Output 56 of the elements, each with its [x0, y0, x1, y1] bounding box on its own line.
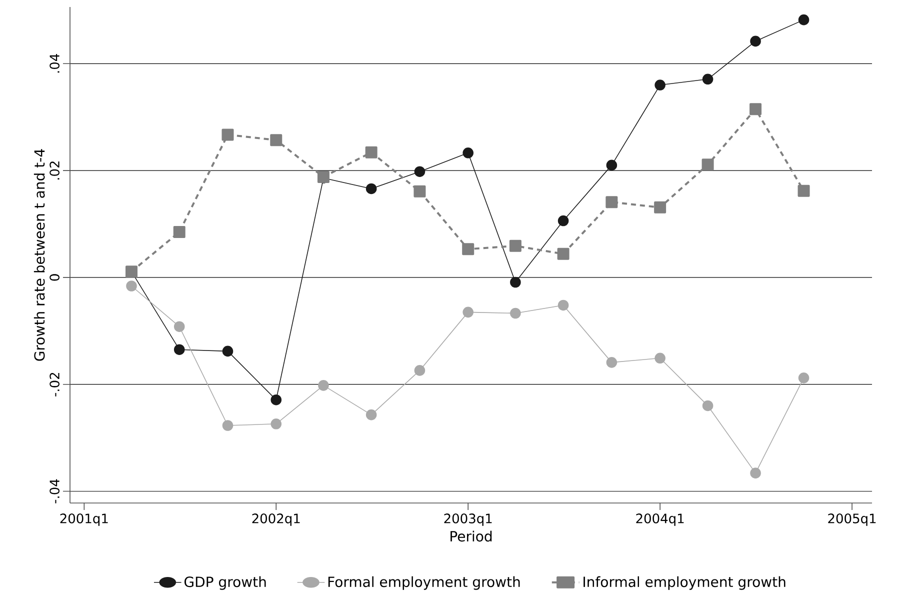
x-tick-label: 2003q1: [444, 514, 492, 526]
point: [510, 308, 521, 319]
point: [270, 134, 282, 146]
legend-label: Informal employment growth: [584, 576, 786, 590]
y-axis-title: Growth rate between t and t-4: [34, 149, 45, 361]
legend-label: GDP growth: [184, 576, 266, 590]
point: [654, 352, 666, 364]
point: [654, 201, 666, 214]
y-tick-label: 0: [50, 274, 60, 281]
point: [366, 183, 377, 194]
point: [270, 418, 282, 430]
point: [750, 103, 762, 116]
point: [702, 158, 714, 171]
x-tick-label: 2004q1: [636, 514, 684, 526]
point: [798, 372, 810, 384]
point: [414, 166, 426, 178]
point: [222, 420, 234, 431]
point: [270, 394, 282, 406]
point: [798, 184, 810, 197]
y-tick-label: .04: [50, 54, 60, 73]
x-tick-label: 2002q1: [252, 514, 300, 526]
point: [558, 300, 569, 311]
point: [750, 468, 761, 478]
point: [750, 36, 761, 47]
point: [509, 240, 522, 252]
point: [702, 74, 714, 85]
point: [702, 400, 714, 412]
point: [174, 344, 185, 355]
point: [557, 248, 570, 260]
point: [222, 346, 234, 357]
point: [414, 185, 426, 198]
x-tick-label: 2005q1: [828, 514, 876, 526]
point: [173, 226, 186, 238]
point: [462, 306, 474, 318]
point: [510, 276, 521, 288]
y-tick-label: -.04: [50, 479, 60, 504]
y-tick-label: -.02: [50, 372, 60, 396]
point: [798, 14, 810, 26]
point: [606, 357, 618, 368]
point: [606, 160, 618, 171]
point: [222, 128, 234, 141]
x-axis-title: Period: [450, 530, 492, 542]
point: [558, 215, 569, 226]
point: [414, 365, 426, 376]
point: [126, 280, 137, 292]
point: [174, 321, 185, 332]
legend-label: Formal employment growth: [328, 576, 520, 590]
point: [606, 196, 618, 208]
x-tick-label: 2001q1: [60, 514, 108, 526]
point: [318, 380, 329, 391]
point: [462, 148, 474, 158]
point: [366, 409, 377, 420]
point: [654, 80, 666, 90]
y-tick-label: .02: [50, 162, 60, 180]
point: [365, 146, 378, 158]
point: [462, 243, 474, 256]
